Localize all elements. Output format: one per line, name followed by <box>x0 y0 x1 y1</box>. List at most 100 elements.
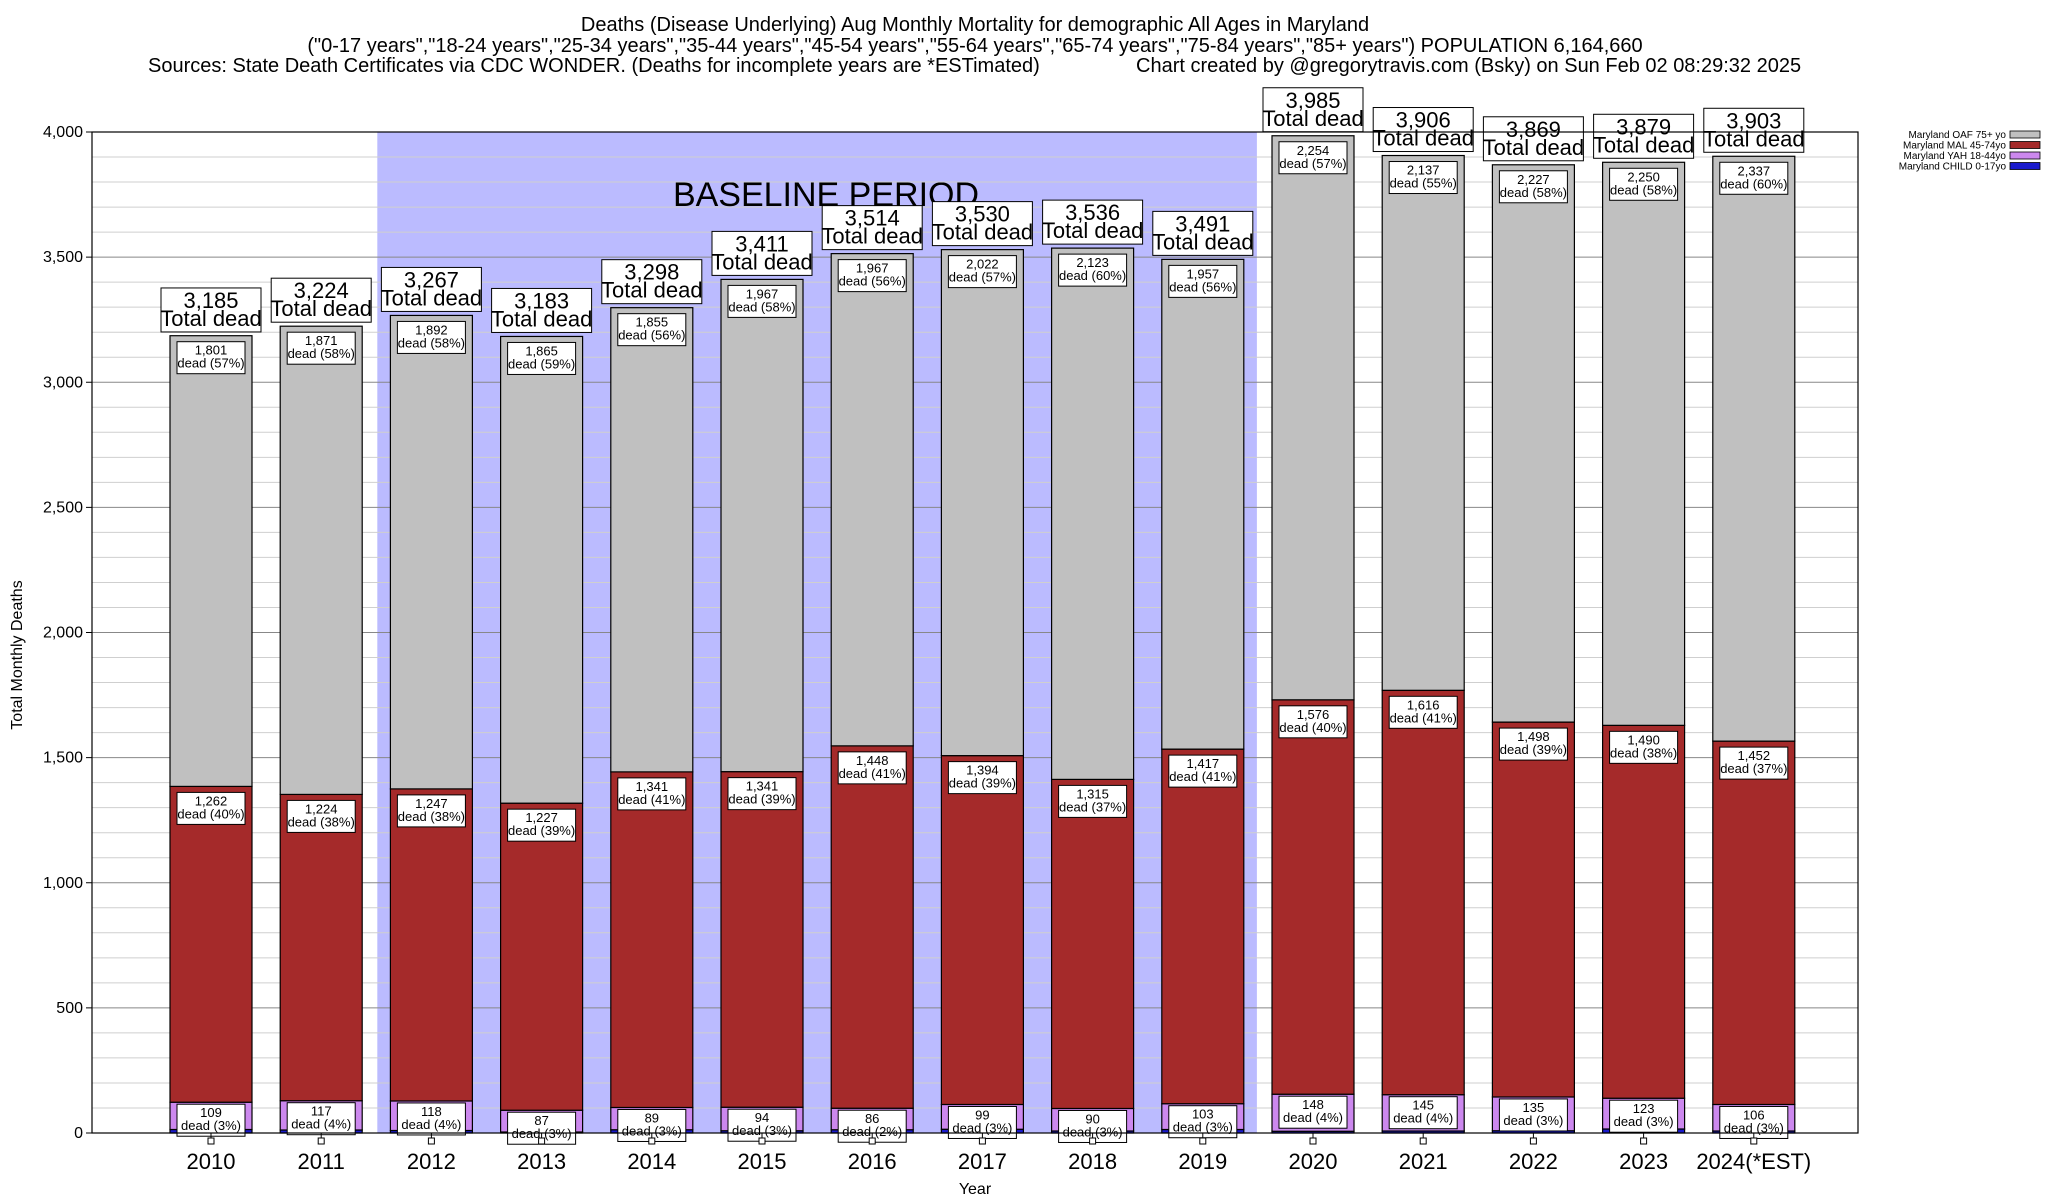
series-value-label-box <box>837 259 907 293</box>
series-value-label-text: 1,892 <box>415 322 448 337</box>
series-value-label-text: dead (58%) <box>1500 185 1567 200</box>
bar-segment <box>1381 689 1465 1096</box>
series-value-label-text: dead (55%) <box>1390 176 1457 191</box>
series-value-label-text: dead (41%) <box>1390 710 1457 725</box>
series-value-label-text: dead (41%) <box>1169 769 1236 784</box>
series-value-label-text: 1,865 <box>525 343 558 358</box>
total-label-value: 3,906 <box>1396 108 1451 133</box>
x-tick-label: 2016 <box>848 1149 897 1174</box>
total-label-value: 3,869 <box>1506 117 1561 142</box>
child-value-marker <box>1640 1137 1648 1145</box>
child-value-marker <box>207 1137 215 1145</box>
series-value-label-text: 90 <box>1085 1111 1099 1126</box>
total-label-box <box>1262 87 1364 133</box>
series-value-label-box <box>396 1102 466 1136</box>
series-value-label-text: 99 <box>975 1107 989 1122</box>
series-value-label-box <box>1278 1095 1348 1129</box>
series-value-label-box <box>1058 784 1128 818</box>
child-value-marker <box>1089 1137 1097 1145</box>
child-value-marker <box>1529 1137 1537 1145</box>
series-value-label-text: dead (3%) <box>1173 1120 1233 1135</box>
legend-swatch <box>2009 162 2041 170</box>
total-label-box <box>711 230 813 276</box>
series-value-label-text: dead (58%) <box>728 299 795 314</box>
series-value-label-text: 1,341 <box>636 779 669 794</box>
series-value-label-text: 2,137 <box>1407 163 1440 178</box>
y-tick-label: 2,000 <box>43 625 83 642</box>
series-value-label-text: 1,247 <box>415 796 448 811</box>
bar-segment <box>720 278 804 773</box>
bar-segment <box>1050 247 1135 780</box>
y-tick-label: 4,000 <box>43 124 83 141</box>
series-value-label-box <box>1168 1105 1238 1139</box>
bar-segment <box>1491 721 1576 1098</box>
bar-segment <box>1491 164 1576 723</box>
x-tick-label: 2018 <box>1068 1149 1117 1174</box>
series-value-label-text: dead (2%) <box>842 1124 902 1139</box>
series-value-label-text: dead (4%) <box>401 1117 461 1132</box>
series-value-label-text: 106 <box>1743 1107 1765 1122</box>
series-value-label-box <box>1609 167 1679 201</box>
total-label-box <box>931 201 1033 247</box>
series-value-label-box <box>286 799 356 833</box>
series-value-label-text: dead (39%) <box>728 792 795 807</box>
series-value-label-box <box>1719 746 1789 780</box>
child-value-marker <box>758 1137 766 1145</box>
bar-segment <box>1712 155 1796 742</box>
bar-segment <box>1271 699 1355 1095</box>
series-value-label-text: 135 <box>1523 1100 1545 1115</box>
series-value-label-text: dead (3%) <box>1503 1113 1563 1128</box>
series-value-label-box <box>727 284 797 318</box>
y-tick-label: 2,500 <box>43 499 83 516</box>
bar-segment <box>1601 724 1686 1099</box>
series-value-label-box <box>1388 695 1458 729</box>
x-tick-label: 2017 <box>958 1149 1007 1174</box>
total-label-value: 3,536 <box>1065 200 1120 225</box>
x-tick-label: 2019 <box>1178 1149 1227 1174</box>
bar-segment <box>610 771 694 1109</box>
series-value-label-text: 1,576 <box>1297 707 1330 722</box>
series-value-label-text: 1,957 <box>1187 266 1220 281</box>
bar-segment <box>500 335 584 804</box>
series-value-label-text: dead (3%) <box>952 1120 1012 1135</box>
series-value-label-box <box>947 761 1017 795</box>
series-value-label-box <box>1609 730 1679 764</box>
y-tick-label: 3,000 <box>43 374 83 391</box>
bar-segment <box>1050 778 1135 1110</box>
total-label-suffix: Total dead <box>160 306 262 331</box>
series-value-label-text: dead (3%) <box>1724 1120 1784 1135</box>
legend-swatch <box>2009 151 2041 160</box>
total-label-box <box>1042 199 1144 245</box>
series-value-label-text: 86 <box>865 1111 879 1126</box>
series-value-label-text: dead (40%) <box>177 806 244 821</box>
series-value-label-box <box>1388 1096 1458 1130</box>
series-value-label-text: dead (59%) <box>508 356 575 371</box>
series-value-label-text: 1,967 <box>856 261 889 276</box>
series-value-label-box <box>1168 754 1238 788</box>
series-value-label-text: dead (4%) <box>1283 1110 1343 1125</box>
series-value-label-box <box>396 794 466 828</box>
series-value-label-text: dead (58%) <box>398 335 465 350</box>
series-value-label-box <box>396 320 466 354</box>
total-label-value: 3,514 <box>845 206 900 231</box>
series-value-label-text: 1,855 <box>636 315 669 330</box>
x-tick-label: 2023 <box>1619 1149 1668 1174</box>
series-value-label-box <box>1609 1099 1679 1133</box>
